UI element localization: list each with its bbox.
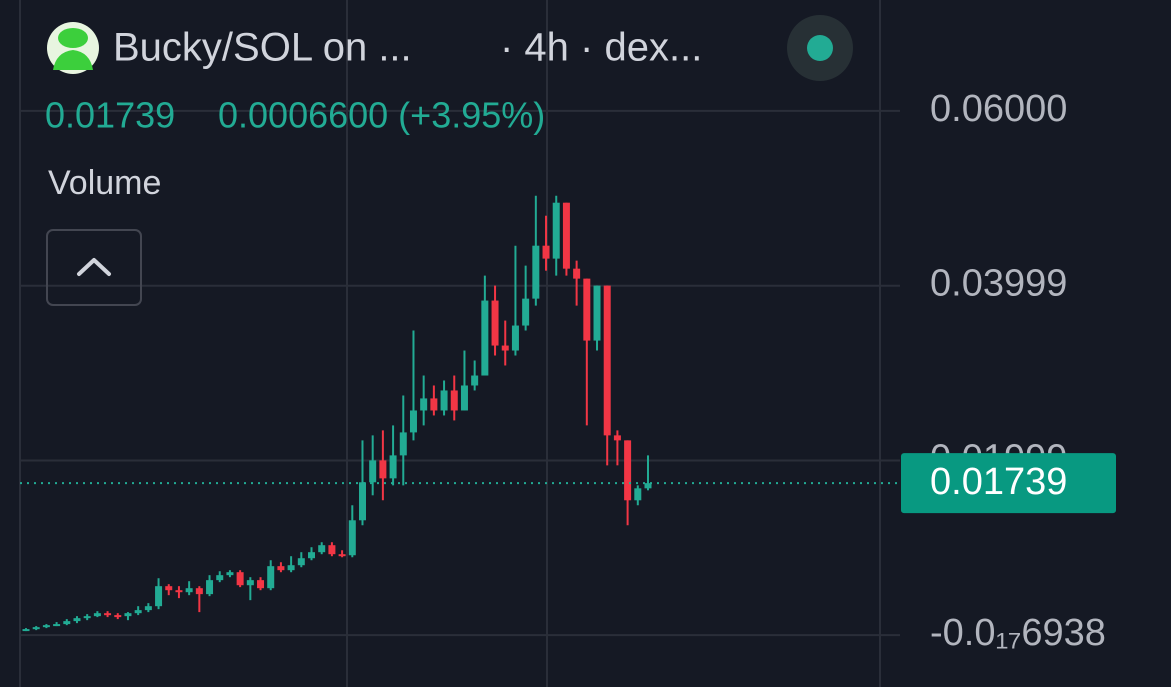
header: Bucky/SOL on ... · 4h · dex... 0.01739 0… [45,15,853,306]
candle-body [593,285,601,341]
candle-body [328,545,336,555]
candle-body [440,390,448,411]
candle-body [634,488,642,501]
vertical-grid [19,0,881,687]
last-price: 0.01739 [45,95,175,136]
change: 0.0006600 (+3.95%) [218,95,545,136]
avatar-body [53,50,93,70]
candle-body [369,460,377,483]
candle-body [144,606,152,611]
candle-body [308,552,316,559]
candle-body [603,285,611,436]
candle-body [399,432,407,456]
candle-body [267,566,275,589]
candle-body [358,482,366,521]
candle-body [471,375,479,386]
collapse-button[interactable] [46,229,142,306]
candle-body [420,398,428,411]
candle-body [185,588,193,593]
candle-body [104,613,112,616]
candle-body [63,621,71,625]
candle-body [542,245,550,259]
candle-body [236,572,244,586]
avatar-head [58,28,88,48]
candle-body [481,300,489,376]
candle-body [573,268,581,279]
candle-body [165,586,173,591]
candle-body [552,202,560,259]
candle-body [511,325,519,351]
candle-body [460,385,468,411]
candle-body [450,390,458,411]
candle-body [124,613,132,617]
candle-body [32,627,40,630]
candle-body [93,613,101,617]
title: Bucky/SOL on ... [113,26,412,70]
candle-body [613,435,621,441]
candle-body [53,624,61,627]
candle-body [42,625,50,628]
overlay: 0.01739 [20,453,1116,514]
candle-body [409,410,417,433]
candles [22,195,652,632]
candle-body [73,618,81,622]
price-label: 0.01739 [930,461,1067,503]
candle-body [155,586,163,607]
candle-body [348,520,356,556]
candle-body [195,588,203,595]
chevron-icon [77,258,111,276]
candle-body [532,245,540,299]
candle-body [246,580,254,586]
candle-body [134,610,142,614]
price-label-bg [901,453,1116,514]
indicator-name: Volume [48,164,161,202]
y-tick-label: -0.0₁₇6938 [930,612,1106,654]
candle-body [624,440,632,501]
y-tick-label: 0.03999 [930,263,1067,305]
candle-body [277,566,285,571]
y-tick-label: 0.06000 [930,88,1067,130]
candle-body [379,460,387,479]
subtitle: · 4h · dex... [500,26,702,70]
candle-body [338,554,346,557]
candle-body [522,298,530,326]
candle-body [22,629,30,632]
candle-body [216,575,224,581]
candle-body [491,300,499,346]
candle-body [583,278,591,341]
candle-body [318,545,326,553]
candle-body [287,565,295,571]
candle-body [175,590,183,593]
candle-body [226,572,234,576]
candle-body [562,202,570,269]
candle-body [297,558,305,566]
candle-body [83,616,91,619]
candle-body [206,580,214,595]
status-dot [807,35,833,61]
candle-body [501,345,509,351]
candle-body [114,615,122,618]
candle-body [430,398,438,411]
candle-body [644,483,652,489]
candle-body [257,580,265,589]
candle-body [389,455,397,479]
